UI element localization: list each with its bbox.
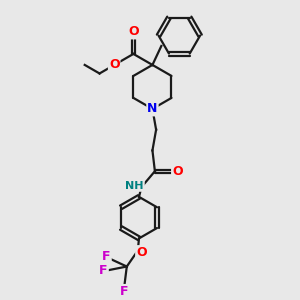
Text: O: O [128,26,139,38]
Text: O: O [109,58,119,71]
Text: F: F [120,285,129,298]
Text: O: O [136,246,147,259]
Text: F: F [102,250,111,263]
Text: F: F [99,264,108,277]
Text: N: N [147,102,158,116]
Text: NH: NH [125,181,144,191]
Text: O: O [172,165,183,178]
